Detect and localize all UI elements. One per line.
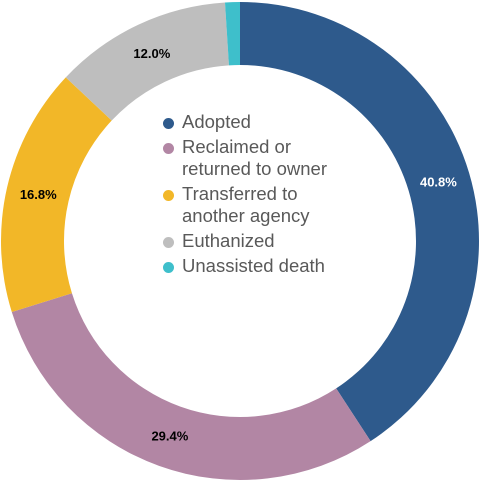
legend: Adopted Reclaimed or returned to owner T… [163,111,353,280]
legend-swatch-unassisted-death [163,262,174,273]
slice-label-reclaimed-or-returned-to-owner: 29.4% [151,428,188,443]
donut-slice-transferred-to-another-agency [1,77,112,312]
slice-label-transferred-to-another-agency: 16.8% [20,187,57,202]
legend-item-unassisted-death: Unassisted death [163,255,353,277]
legend-item-adopted: Adopted [163,111,353,133]
legend-swatch-reclaimed [163,143,174,154]
legend-swatch-transferred [163,190,174,201]
legend-label-reclaimed: Reclaimed or returned to owner [182,136,328,179]
donut-slice-reclaimed-or-returned-to-owner [11,293,371,480]
legend-item-euthanized: Euthanized [163,230,353,252]
legend-item-transferred: Transferred to another agency [163,183,353,227]
legend-label-euthanized: Euthanized [182,230,275,251]
legend-label-adopted: Adopted [182,111,251,132]
legend-item-reclaimed: Reclaimed or returned to owner [163,136,353,180]
legend-label-transferred: Transferred to another agency [182,183,310,226]
donut-slice-unassisted-death [224,2,240,66]
slice-label-adopted: 40.8% [420,175,457,190]
legend-swatch-adopted [163,118,174,129]
legend-label-unassisted-death: Unassisted death [182,255,325,276]
legend-swatch-euthanized [163,237,174,248]
slice-label-euthanized: 12.0% [133,46,170,61]
donut-slice-adopted [240,2,479,442]
donut-slice-euthanized [65,2,229,121]
